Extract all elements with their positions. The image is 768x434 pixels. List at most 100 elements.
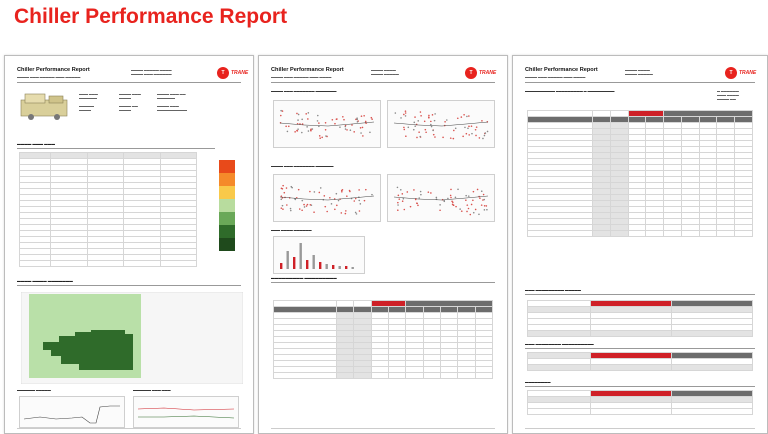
- scatter-chart: [387, 174, 495, 222]
- scatter-point: [299, 123, 301, 125]
- scatter-point: [358, 210, 361, 212]
- scatter-point: [313, 211, 315, 213]
- scatter-point: [281, 110, 284, 112]
- scatter-point: [280, 195, 283, 197]
- scatter-point: [398, 198, 401, 200]
- scatter-point: [316, 114, 319, 117]
- scatter-point: [349, 129, 352, 132]
- trend-line: [393, 195, 489, 201]
- scatter-point: [482, 193, 485, 196]
- scatter-point: [434, 136, 436, 138]
- logo: T TRANE: [465, 67, 496, 79]
- scatter-point: [468, 115, 470, 117]
- scatter-point: [483, 198, 486, 201]
- section-heading: ▬▬▬ ▬▬▬▬▬▬▬▬ ▬▬▬▬▬▬▬▬▬▬: [525, 342, 594, 346]
- scatter-point: [464, 126, 466, 129]
- trane-logo-icon: T: [465, 67, 477, 79]
- scatter-chart: [273, 174, 381, 222]
- scatter-point: [456, 117, 459, 120]
- scatter-point: [445, 119, 448, 121]
- scatter-point: [478, 137, 481, 139]
- scatter-point: [397, 194, 400, 197]
- scatter-point: [419, 190, 422, 193]
- scatter-point: [371, 193, 373, 196]
- trane-logo-icon: T: [725, 67, 737, 79]
- scatter-point: [362, 135, 364, 137]
- scatter-point: [454, 127, 457, 130]
- scatter-point: [443, 200, 446, 203]
- section-heading: ▬▬▬▬ ▬▬▬ ▬▬▬▬▬▬▬ ▬▬▬▬▬▬▬: [271, 89, 337, 93]
- scatter-point: [296, 129, 298, 132]
- page-heading: Chiller Performance Report: [271, 67, 344, 73]
- load-bar: [338, 266, 341, 269]
- scatter-point: [450, 196, 452, 199]
- divider: [525, 294, 755, 295]
- scatter-point: [303, 206, 306, 208]
- scatter-point: [431, 114, 434, 116]
- scatter-point: [290, 209, 292, 212]
- scatter-point: [417, 120, 420, 122]
- scatter-point: [475, 134, 477, 137]
- scatter-point: [360, 115, 363, 117]
- scatter-point: [301, 209, 303, 212]
- scatter-point: [432, 133, 435, 136]
- scatter-point: [296, 122, 299, 125]
- scatter-point: [403, 128, 406, 131]
- scatter-point: [356, 121, 359, 123]
- divider: [525, 386, 755, 387]
- scatter-point: [341, 190, 343, 193]
- scatter-point: [286, 130, 289, 133]
- report-meta: ▬▬▬▬ ▬▬▬▬▬ ▬▬▬▬ ▬▬▬▬ ▬▬▬ ▬▬▬▬▬▬: [131, 68, 172, 76]
- page-heading: Chiller Performance Report: [525, 67, 598, 73]
- scatter-point: [316, 120, 319, 122]
- scatter-point: [285, 187, 288, 189]
- scatter-point: [451, 203, 454, 206]
- scatter-point: [459, 208, 461, 210]
- load-bar: [351, 267, 354, 269]
- scatter-point: [413, 189, 415, 191]
- report-page-2: Chiller Performance Report ▬▬▬▬ ▬▬▬ ▬▬▬▬…: [258, 55, 508, 434]
- assessment-table: [273, 300, 494, 379]
- scatter-point: [455, 205, 457, 208]
- scatter-point: [465, 199, 467, 202]
- scatter-point: [403, 113, 405, 116]
- scatter-point: [416, 136, 418, 139]
- scatter-point: [337, 199, 340, 202]
- scatter-point: [467, 127, 469, 130]
- scatter-point: [306, 126, 308, 128]
- part-load-heatmap: [21, 292, 243, 384]
- scatter-point: [399, 188, 402, 191]
- scatter-point: [289, 207, 292, 210]
- scatter-point: [354, 211, 357, 214]
- scatter-point: [283, 191, 286, 194]
- scatter-point: [329, 196, 331, 199]
- trend-line: [393, 121, 489, 127]
- report-page-1: Chiller Performance Report ▬▬▬▬ ▬▬▬ ▬▬▬▬…: [4, 55, 254, 434]
- scatter-point: [330, 203, 333, 205]
- scatter-point: [463, 113, 465, 116]
- scatter-point: [287, 125, 290, 128]
- logo: T TRANE: [217, 67, 248, 79]
- scatter-point: [311, 128, 314, 130]
- scatter-point: [321, 136, 323, 139]
- section-heading: ▬▬▬▬ ▬▬▬ ▬▬▬: [17, 142, 55, 146]
- scatter-point: [318, 122, 320, 124]
- scatter-point: [428, 117, 430, 119]
- load-bar: [319, 262, 322, 269]
- scatter-point: [340, 189, 343, 192]
- scatter-point: [353, 200, 356, 202]
- scatter-point: [423, 120, 426, 123]
- scatter-point: [297, 113, 300, 116]
- scatter-point: [324, 205, 327, 208]
- scatter-point: [280, 207, 283, 209]
- scatter-point: [427, 191, 430, 193]
- scatter-point: [303, 203, 305, 206]
- report-meta: ▬▬▬▬ ▬▬▬▬ ▬▬▬▬ ▬▬▬▬▬: [371, 68, 399, 76]
- scatter-point: [457, 188, 459, 191]
- trend-line: [279, 121, 375, 127]
- section-heading: ▬▬▬▬ ▬▬▬▬ ▬▬▬▬▬▬▬: [17, 279, 73, 283]
- scatter-point: [469, 213, 472, 216]
- scatter-point: [344, 212, 347, 215]
- divider: [271, 82, 495, 83]
- summary-table: [19, 152, 197, 267]
